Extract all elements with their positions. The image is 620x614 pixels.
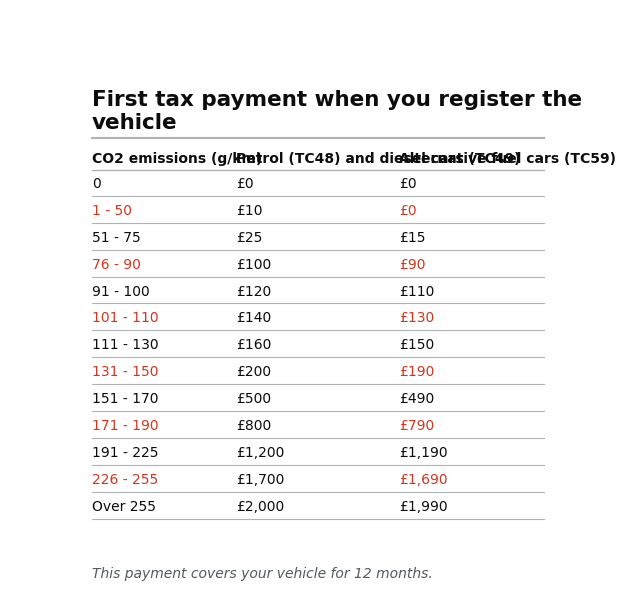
Text: £2,000: £2,000 [236,500,285,514]
Text: 226 - 255: 226 - 255 [92,473,158,487]
Text: 1 - 50: 1 - 50 [92,204,132,218]
Text: £150: £150 [399,338,435,352]
Text: £10: £10 [236,204,262,218]
Text: 131 - 150: 131 - 150 [92,365,159,379]
Text: £120: £120 [236,284,272,298]
Text: 76 - 90: 76 - 90 [92,258,141,271]
Text: 91 - 100: 91 - 100 [92,284,149,298]
Text: £200: £200 [236,365,271,379]
Text: Alternative fuel cars (TC59): Alternative fuel cars (TC59) [399,152,616,166]
Text: CO2 emissions (g/km): CO2 emissions (g/km) [92,152,262,166]
Text: £110: £110 [399,284,435,298]
Text: £160: £160 [236,338,272,352]
Text: Over 255: Over 255 [92,500,156,514]
Text: 151 - 170: 151 - 170 [92,392,159,406]
Text: 51 - 75: 51 - 75 [92,231,141,244]
Text: £0: £0 [399,204,417,218]
Text: £90: £90 [399,258,426,271]
Text: £790: £790 [399,419,435,433]
Text: £800: £800 [236,419,272,433]
Text: £140: £140 [236,311,272,325]
Text: £500: £500 [236,392,271,406]
Text: £130: £130 [399,311,435,325]
Text: £100: £100 [236,258,272,271]
Text: £0: £0 [399,177,417,191]
Text: £1,190: £1,190 [399,446,448,460]
Text: 111 - 130: 111 - 130 [92,338,159,352]
Text: £1,200: £1,200 [236,446,285,460]
Text: 0: 0 [92,177,100,191]
Text: 101 - 110: 101 - 110 [92,311,159,325]
Text: £490: £490 [399,392,435,406]
Text: 171 - 190: 171 - 190 [92,419,159,433]
Text: 191 - 225: 191 - 225 [92,446,159,460]
Text: £1,690: £1,690 [399,473,448,487]
Text: £0: £0 [236,177,254,191]
Text: £15: £15 [399,231,426,244]
Text: Petrol (TC48) and diesel cars (TC49): Petrol (TC48) and diesel cars (TC49) [236,152,521,166]
Text: This payment covers your vehicle for 12 months.: This payment covers your vehicle for 12 … [92,567,433,581]
Text: £1,990: £1,990 [399,500,448,514]
Text: £1,700: £1,700 [236,473,285,487]
Text: First tax payment when you register the vehicle: First tax payment when you register the … [92,90,582,133]
Text: £25: £25 [236,231,262,244]
Text: £190: £190 [399,365,435,379]
